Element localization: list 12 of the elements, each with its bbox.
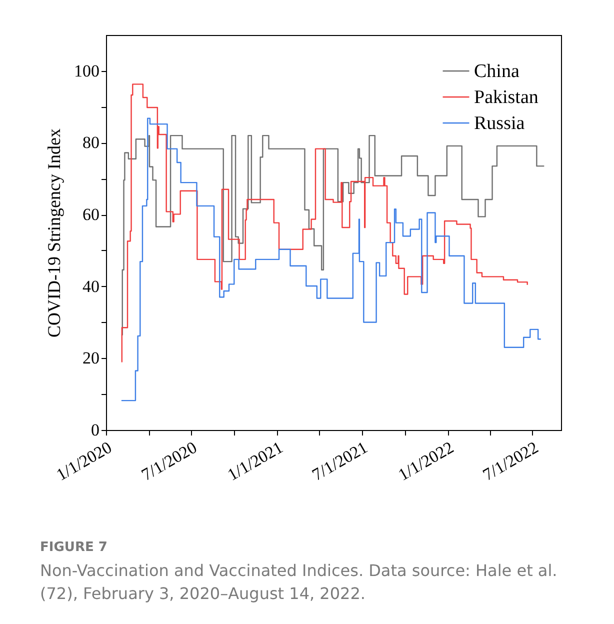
y-tick-label: 80: [82, 133, 100, 152]
text: Non-Vaccination and Vaccinated Indices. Data source: Hale et al. (72), February 3, 2020–August 14, 2022.: [40, 560, 558, 605]
y-tick-label: 0: [91, 420, 100, 440]
y-tick-label: 20: [82, 348, 100, 368]
y-axis-title: COVID-19 Stringency Index: [44, 128, 64, 338]
legend-label: Russia: [474, 113, 526, 134]
y-tick-label: 100: [74, 61, 100, 80]
y-tick-label: 40: [82, 276, 100, 296]
caption: FIGURE 7: [40, 540, 108, 555]
y-tick-label: 60: [82, 205, 100, 224]
legend-label: Pakistan: [474, 87, 539, 108]
legend-label: China: [474, 61, 520, 82]
